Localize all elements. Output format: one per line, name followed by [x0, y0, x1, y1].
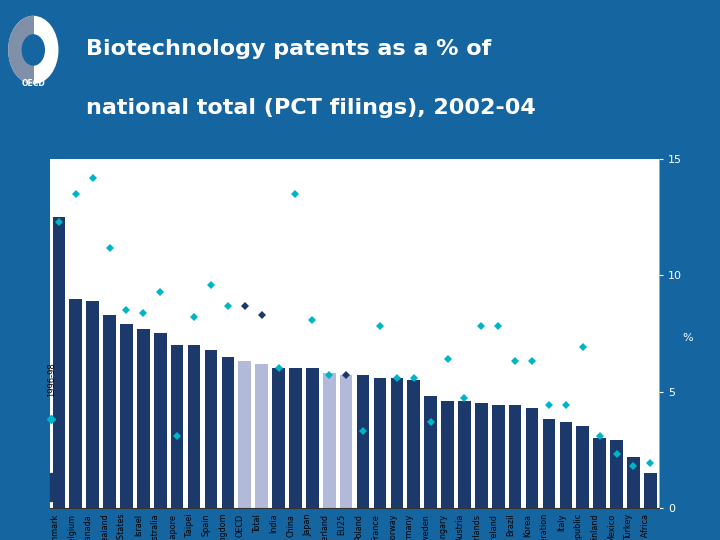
Bar [356, 375, 369, 508]
Bar [526, 408, 539, 508]
Bar [559, 422, 572, 508]
Bar [154, 333, 166, 508]
Bar [50, 473, 53, 501]
Bar [222, 356, 234, 508]
Bar [137, 329, 150, 508]
Bar [204, 350, 217, 508]
Bar [103, 315, 116, 508]
Bar [577, 427, 589, 508]
Bar [340, 375, 353, 508]
Circle shape [22, 35, 45, 65]
Bar [441, 401, 454, 508]
Wedge shape [9, 16, 33, 83]
Bar [374, 377, 387, 508]
Bar [644, 473, 657, 508]
Bar [256, 363, 268, 508]
Bar [188, 345, 200, 508]
Bar [323, 373, 336, 508]
Bar [289, 368, 302, 508]
Bar [627, 456, 640, 508]
Bar [53, 217, 66, 508]
Bar [543, 420, 555, 508]
Bar [475, 403, 487, 508]
Text: national total (PCT filings), 2002-04: national total (PCT filings), 2002-04 [86, 98, 536, 118]
Bar [509, 406, 521, 508]
Y-axis label: %: % [682, 333, 693, 343]
Bar [408, 380, 420, 508]
Bar [238, 361, 251, 508]
Bar [593, 438, 606, 508]
Bar [492, 406, 505, 508]
Text: 1996-98: 1996-98 [47, 362, 55, 397]
Bar [86, 301, 99, 508]
Circle shape [9, 16, 58, 84]
Bar [611, 440, 623, 508]
Bar [69, 299, 82, 508]
Text: Biotechnology patents as a % of: Biotechnology patents as a % of [86, 38, 492, 59]
Bar [272, 368, 285, 508]
Bar [458, 401, 471, 508]
Bar [120, 324, 132, 508]
Bar [306, 368, 319, 508]
Bar [171, 345, 184, 508]
Bar [424, 396, 437, 508]
Text: OECD: OECD [22, 79, 45, 89]
Bar [390, 377, 403, 508]
